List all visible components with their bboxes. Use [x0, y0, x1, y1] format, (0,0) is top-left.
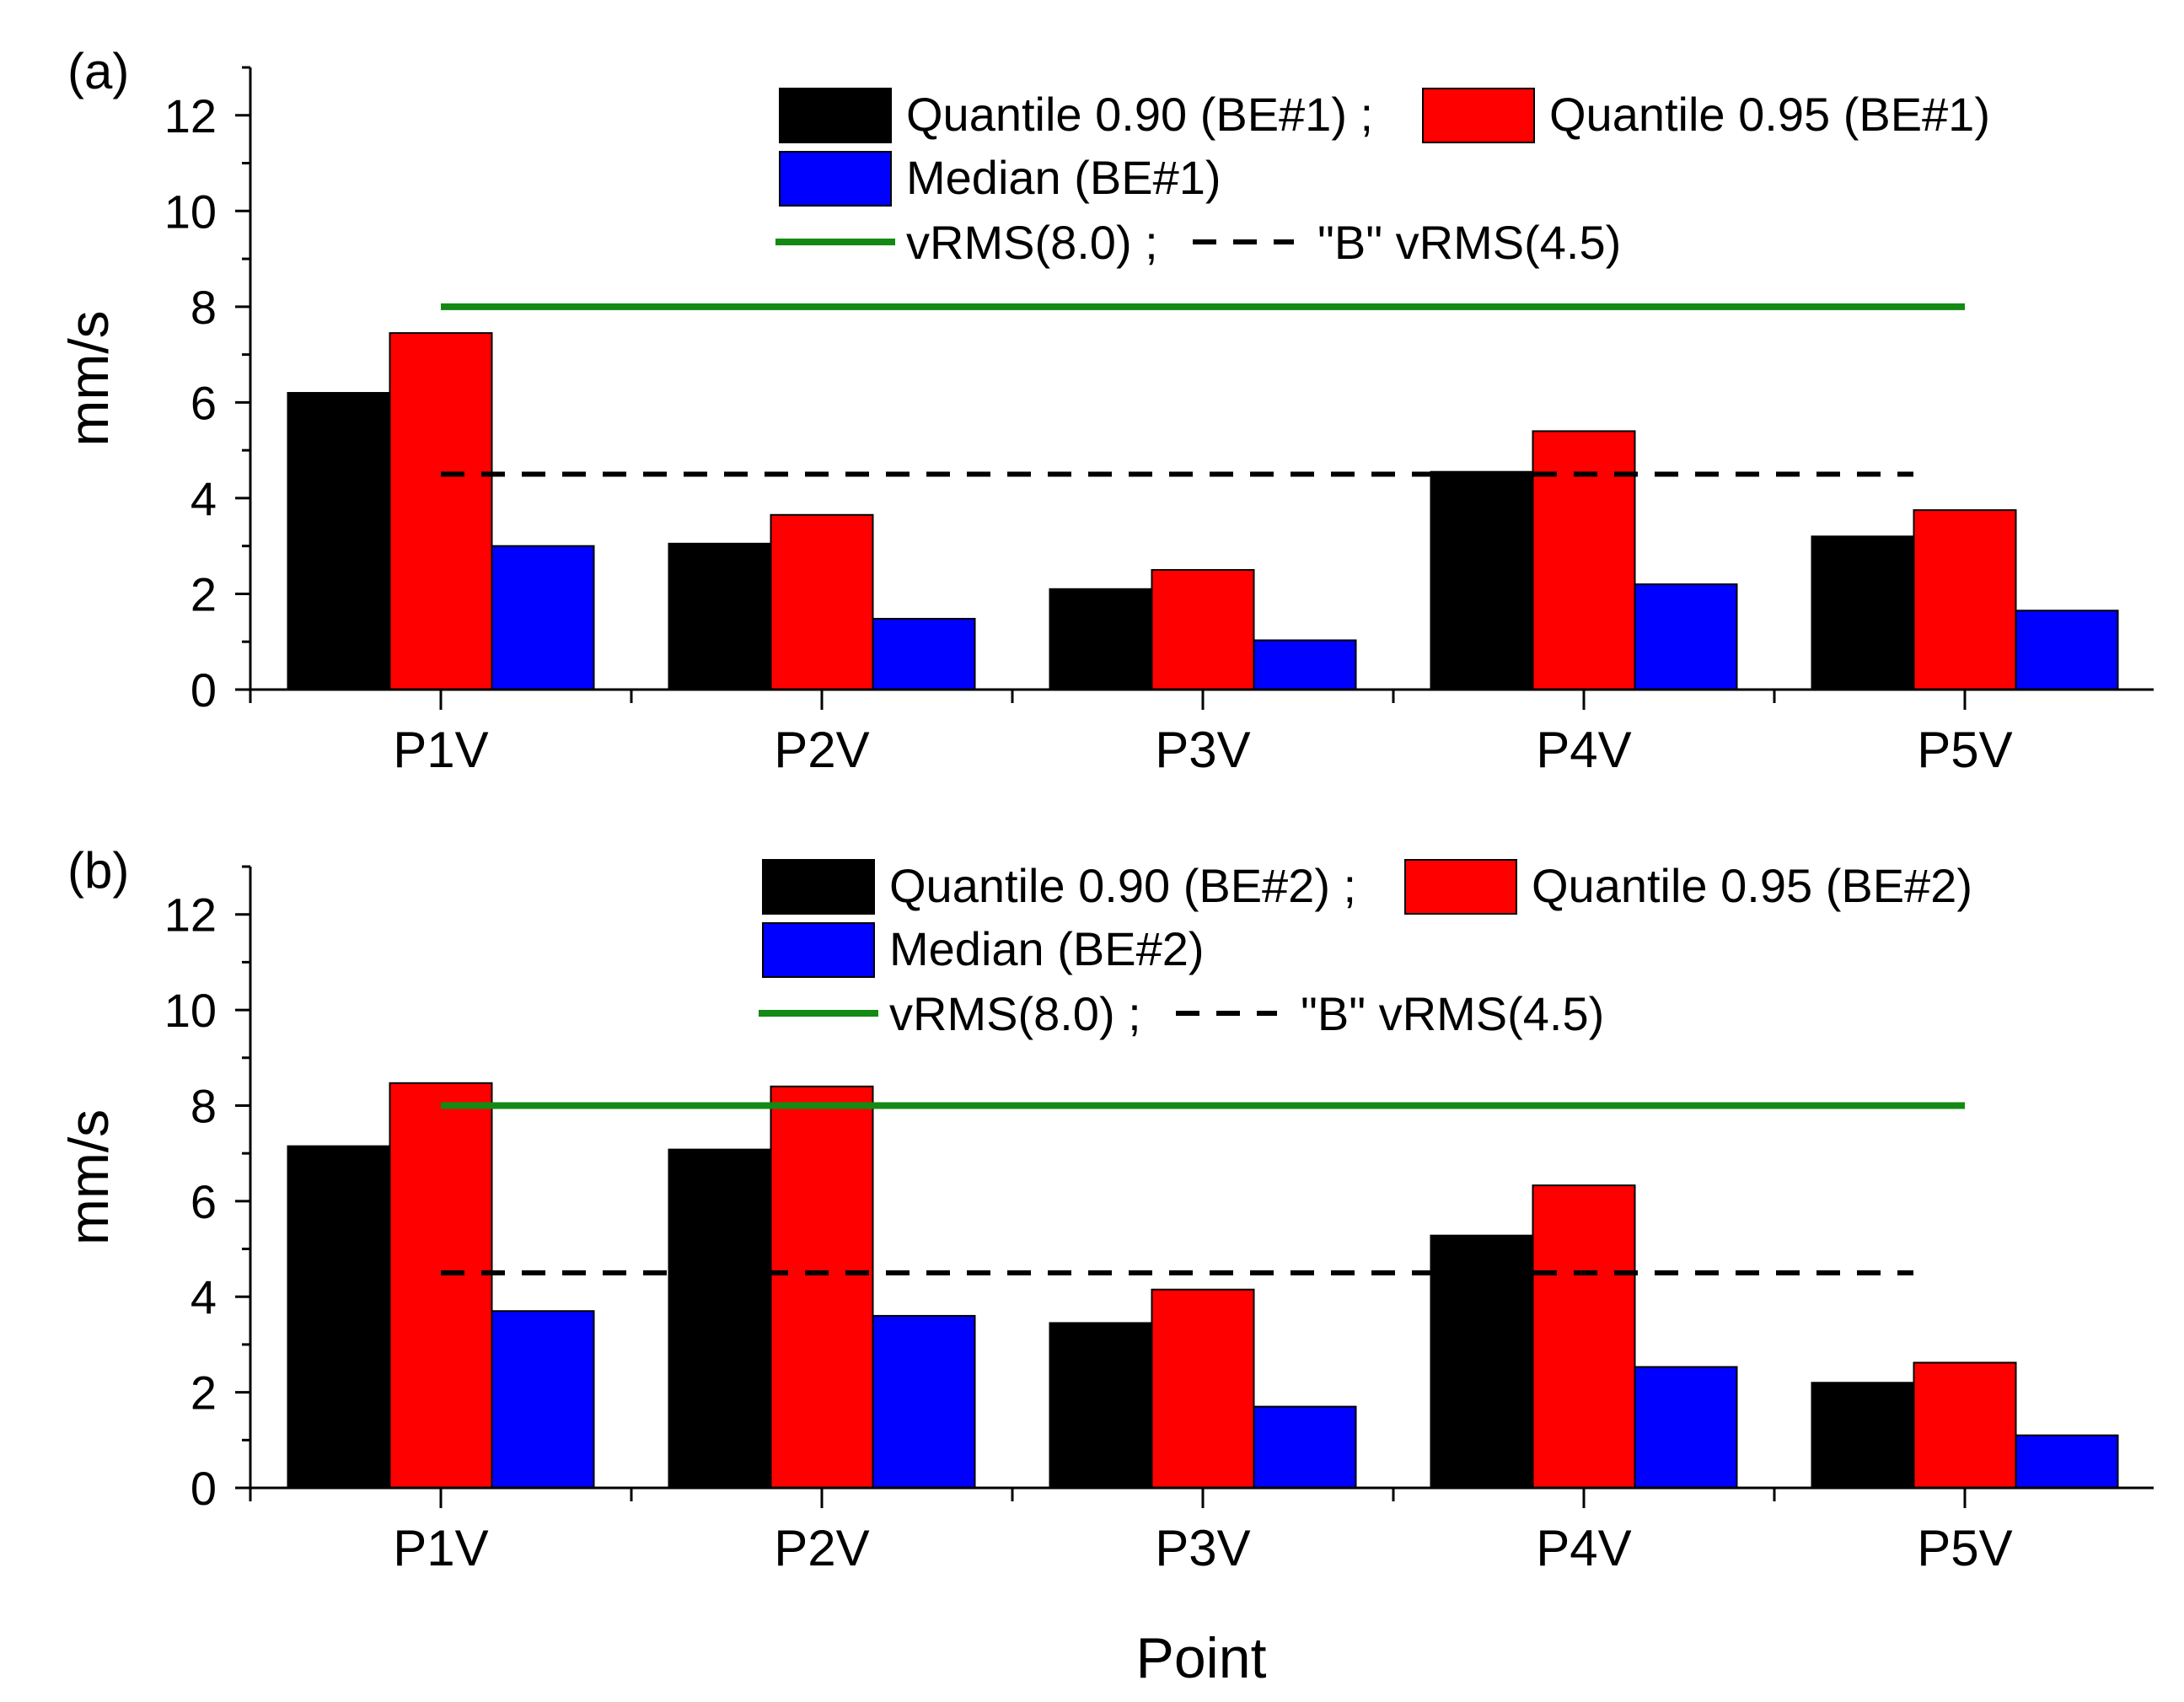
bar-p2v-series-2: [770, 513, 874, 690]
bars: [287, 332, 2119, 691]
bar-p3v-series-1: [1049, 588, 1153, 690]
bar-p5v-series-1: [1811, 535, 1915, 690]
legend-label-q90: Quantile 0.90 (BE#2) ;: [889, 859, 1356, 912]
bar-p2v-series-2: [770, 1085, 874, 1490]
bar-p4v-series-3: [1634, 583, 1738, 690]
bar-p2v-series-1: [668, 542, 772, 690]
x-tick-label-p3v: P3V: [1155, 722, 1250, 778]
bar-p4v-series-1: [1430, 1234, 1534, 1490]
bar-p4v-series-2: [1532, 430, 1636, 690]
bar-p5v-series-1: [1811, 1382, 1915, 1490]
bar-p4v-series-3: [1634, 1366, 1738, 1490]
bar-p3v-series-3: [1253, 639, 1357, 691]
x-tick-label-p3v: P3V: [1155, 1520, 1250, 1576]
bar-p5v-series-2: [1913, 1361, 2017, 1490]
bar-p2v-series-3: [872, 617, 976, 691]
bar-p1v-series-2: [389, 332, 493, 690]
legend-swatch-q90: [779, 88, 892, 143]
legend-swatch-q95: [1422, 88, 1535, 143]
bar-p1v-series-3: [491, 545, 595, 691]
x-tick-label-p4v: P4V: [1536, 1520, 1631, 1576]
y-tick-label: 2: [190, 567, 217, 620]
y-tick-label: 6: [190, 1175, 217, 1228]
legend-label-vrms-8: vRMS(8.0) ;: [889, 987, 1141, 1040]
legend: Quantile 0.90 (BE#1) ; Quantile 0.95 (BE#…: [775, 88, 1990, 269]
y-tick-label: 4: [190, 1270, 217, 1323]
y-tick-label: 10: [164, 185, 217, 238]
legend-swatch-q95: [1404, 859, 1517, 915]
bar-p3v-series-1: [1049, 1322, 1153, 1489]
y-tick-label: 0: [190, 1462, 217, 1515]
y-tick-label: 6: [190, 376, 217, 429]
x-tick-label-p1v: P1V: [393, 1520, 488, 1576]
legend-label-q90: Quantile 0.90 (BE#1) ;: [906, 88, 1373, 141]
bar-p2v-series-3: [872, 1314, 976, 1490]
bar-p4v-series-1: [1430, 470, 1534, 690]
legend-label-vrms-4-5: "B" vRMS(4.5): [1301, 987, 1604, 1040]
x-axis-title: Point: [1136, 1626, 1267, 1690]
legend: Quantile 0.90 (BE#2) ; Quantile 0.95 (BE#…: [759, 859, 1972, 1040]
legend-swatch-median: [762, 922, 875, 978]
y-axis-title: mm/s: [57, 310, 120, 446]
bar-p3v-series-2: [1151, 1288, 1255, 1489]
x-tick-label-p1v: P1V: [393, 722, 488, 778]
bar-p4v-series-2: [1532, 1184, 1636, 1489]
y-tick-label: 4: [190, 472, 217, 525]
y-tick-label: 8: [190, 1079, 217, 1132]
y-tick-label: 12: [164, 889, 217, 942]
bar-p1v-series-1: [287, 392, 391, 690]
x-tick-label-p2v: P2V: [774, 1520, 869, 1576]
bar-p1v-series-1: [287, 1145, 391, 1490]
bar-p2v-series-1: [668, 1148, 772, 1489]
legend-label-median: Median (BE#1): [906, 151, 1221, 204]
bar-p1v-series-2: [389, 1082, 493, 1489]
bar-p5v-series-3: [2015, 1434, 2119, 1489]
bar-p3v-series-2: [1151, 569, 1255, 690]
legend-swatch-median: [779, 151, 892, 207]
bar-p3v-series-3: [1253, 1405, 1357, 1489]
x-tick-label-p5v: P5V: [1917, 722, 2012, 778]
x-tick-label-p4v: P4V: [1536, 722, 1631, 778]
bar-p1v-series-3: [491, 1310, 595, 1489]
y-tick-label: 8: [190, 281, 217, 334]
y-axis-title: mm/s: [57, 1109, 120, 1245]
bar-p5v-series-2: [1913, 509, 2017, 690]
legend-label-vrms-4-5: "B" vRMS(4.5): [1317, 216, 1621, 269]
x-tick-label-p5v: P5V: [1917, 1520, 2012, 1576]
panel-label: (a): [67, 43, 129, 99]
x-tick-label-p2v: P2V: [774, 722, 869, 778]
bars: [287, 1082, 2119, 1490]
legend-swatch-q90: [762, 859, 875, 915]
legend-label-vrms-8: vRMS(8.0) ;: [906, 216, 1158, 269]
y-tick-label: 12: [164, 89, 217, 142]
legend-label-median: Median (BE#2): [889, 922, 1205, 975]
panel-a: (a) mm/s 0 2 4 6 8 10 12 P1V P2V P3V P4V P5V Quantile …: [57, 43, 2154, 778]
legend-label-q95: Quantile 0.95 (BE#2): [1532, 859, 1972, 912]
y-tick-label: 10: [164, 984, 217, 1037]
panel-b: (b) mm/s 0 2 4 6 8 10 12 P1V P2V P3V P4V P5V Quantile …: [57, 842, 2154, 1576]
y-tick-label: 0: [190, 663, 217, 717]
y-tick-label: 2: [190, 1366, 217, 1420]
bar-p5v-series-3: [2015, 609, 2119, 690]
panel-label: (b): [67, 842, 129, 899]
legend-label-q95: Quantile 0.95 (BE#1): [1549, 88, 1990, 141]
